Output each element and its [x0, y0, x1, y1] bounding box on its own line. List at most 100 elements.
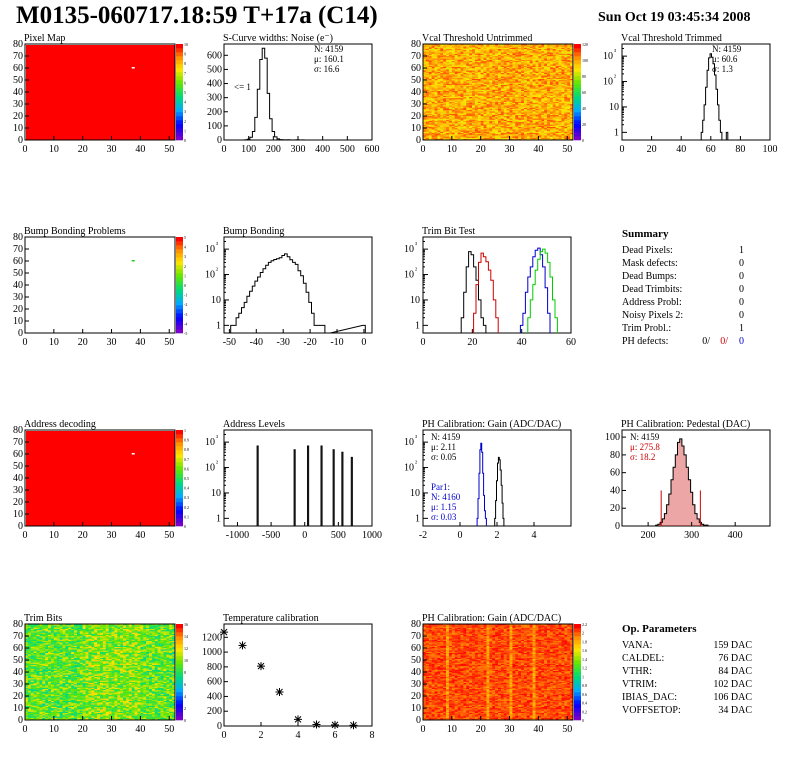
- vcal-untrimmed-cell: [440, 134, 444, 136]
- vcal-untrimmed-cell: [495, 131, 499, 133]
- vcal-untrimmed-cell: [486, 56, 490, 58]
- vcal-untrimmed-cell: [428, 128, 432, 130]
- vcal-untrimmed-cell: [428, 53, 432, 55]
- vcal-untrimmed-cell: [486, 46, 490, 48]
- vcal-untrimmed-cell: [448, 88, 453, 90]
- vcal-untrimmed-cell: [538, 137, 542, 139]
- trim-bits-cell: [27, 700, 31, 703]
- vcal-untrimmed-cell: [515, 81, 519, 83]
- vcal-untrimmed-cell: [500, 123, 504, 125]
- address-levels-ytick-label: 10: [205, 437, 215, 448]
- vcal-untrimmed-cell: [483, 93, 487, 95]
- vcal-untrimmed-cell: [538, 69, 542, 71]
- vcal-untrimmed-cell: [472, 64, 476, 66]
- vcal-untrimmed-cell: [538, 81, 542, 83]
- vcal-untrimmed-cell: [512, 53, 516, 55]
- vcal-untrimmed-cell: [451, 68, 455, 70]
- address-decoding-zscale-segment: [176, 494, 183, 499]
- vcal-untrimmed-cell: [555, 56, 559, 58]
- vcal-untrimmed-cell: [466, 108, 470, 111]
- vcal-untrimmed-cell: [552, 93, 556, 95]
- vcal-untrimmed-cell: [570, 72, 574, 75]
- vcal-untrimmed-cell: [564, 78, 568, 81]
- vcal-untrimmed-cell: [500, 102, 504, 105]
- vcal-untrimmed-cell: [532, 126, 536, 129]
- vcal-untrimmed-cell: [451, 60, 455, 63]
- vcal-untrimmed-cell: [518, 96, 522, 99]
- vcal-untrimmed-cell: [518, 113, 522, 115]
- vcal-untrimmed-cell: [451, 99, 455, 101]
- vcal-untrimmed-cell: [523, 123, 528, 125]
- vcal-untrimmed-cell: [500, 81, 504, 83]
- vcal-untrimmed-cell: [443, 132, 447, 135]
- vcal-untrimmed-cell: [451, 107, 455, 109]
- vcal-untrimmed-cell: [544, 66, 548, 69]
- vcal-untrimmed-cell: [555, 93, 559, 95]
- vcal-untrimmed-cell: [489, 47, 493, 49]
- vcal-untrimmed-cell: [486, 54, 490, 57]
- vcal-untrimmed-cell: [474, 65, 478, 67]
- vcal-untrimmed-cell: [472, 137, 476, 139]
- vcal-untrimmed-cell: [518, 48, 522, 51]
- vcal-untrimmed-cell: [492, 106, 496, 108]
- ph-pedestal-stats-red-line: μ: 275.8: [630, 442, 660, 452]
- vcal-untrimmed-cell: [506, 48, 510, 51]
- vcal-untrimmed-cell: [428, 126, 432, 129]
- vcal-untrimmed-cell: [515, 107, 519, 109]
- vcal-untrimmed-cell: [460, 113, 464, 115]
- vcal-untrimmed-cell: [512, 92, 516, 94]
- vcal-untrimmed-cell: [500, 122, 504, 124]
- vcal-untrimmed-cell: [428, 94, 432, 96]
- vcal-untrimmed-cell: [570, 60, 574, 63]
- vcal-untrimmed-cell: [532, 47, 536, 49]
- vcal-untrimmed-cell: [535, 44, 539, 46]
- vcal-untrimmed-cell: [515, 60, 519, 63]
- vcal-untrimmed-cell: [529, 122, 533, 124]
- vcal-untrimmed-cell: [463, 47, 467, 49]
- vcal-untrimmed-cell: [448, 51, 453, 53]
- vcal-untrimmed-cell: [509, 66, 513, 69]
- vcal-untrimmed-cell: [423, 117, 427, 119]
- vcal-untrimmed-cell: [437, 98, 441, 100]
- vcal-untrimmed-cell: [423, 99, 427, 101]
- vcal-untrimmed-cell: [480, 58, 484, 60]
- vcal-untrimmed-cell: [512, 56, 516, 58]
- vcal-untrimmed-cell: [443, 51, 447, 53]
- vcal-untrimmed-cell: [492, 81, 496, 83]
- vcal-untrimmed-cell: [457, 56, 461, 58]
- vcal-untrimmed-cell: [503, 80, 507, 82]
- vcal-untrimmed-cell: [518, 72, 522, 75]
- vcal-untrimmed-cell: [541, 72, 545, 75]
- vcal-untrimmed-cell: [463, 118, 467, 120]
- vcal-untrimmed-cell: [440, 118, 444, 120]
- vcal-untrimmed-cell: [483, 137, 487, 139]
- vcal-untrimmed-cell: [425, 62, 429, 64]
- vcal-untrimmed-cell: [431, 77, 435, 79]
- vcal-untrimmed-cell: [425, 106, 429, 108]
- vcal-untrimmed-cell: [428, 96, 432, 99]
- vcal-untrimmed-cell: [489, 84, 493, 87]
- vcal-untrimmed-cell: [480, 122, 484, 124]
- vcal-untrimmed-cell: [425, 69, 429, 71]
- vcal-untrimmed-cell: [503, 58, 507, 60]
- vcal-untrimmed-cell: [549, 126, 553, 129]
- vcal-untrimmed-cell: [564, 82, 568, 84]
- vcal-untrimmed-cell: [564, 69, 568, 71]
- vcal-untrimmed-cell: [463, 110, 467, 112]
- vcal-untrimmed-cell: [446, 84, 450, 87]
- vcal-untrimmed-cell: [526, 113, 530, 115]
- vcal-untrimmed-cell: [523, 48, 528, 51]
- vcal-untrimmed-cell: [454, 76, 458, 78]
- vcal-untrimmed-cell: [498, 69, 502, 71]
- vcal-untrimmed-cell: [555, 88, 559, 90]
- vcal-untrimmed-cell: [472, 44, 476, 46]
- vcal-untrimmed-cell: [428, 88, 432, 90]
- address-decoding-zscale-label: 0.1: [184, 514, 189, 519]
- vcal-untrimmed-cell: [544, 117, 548, 119]
- vcal-untrimmed-cell: [544, 99, 548, 101]
- vcal-untrimmed-cell: [506, 78, 510, 81]
- vcal-untrimmed-cell: [518, 112, 522, 114]
- vcal-untrimmed-cell: [521, 107, 525, 109]
- vcal-untrimmed-cell: [474, 125, 478, 127]
- vcal-untrimmed-cell: [509, 94, 513, 96]
